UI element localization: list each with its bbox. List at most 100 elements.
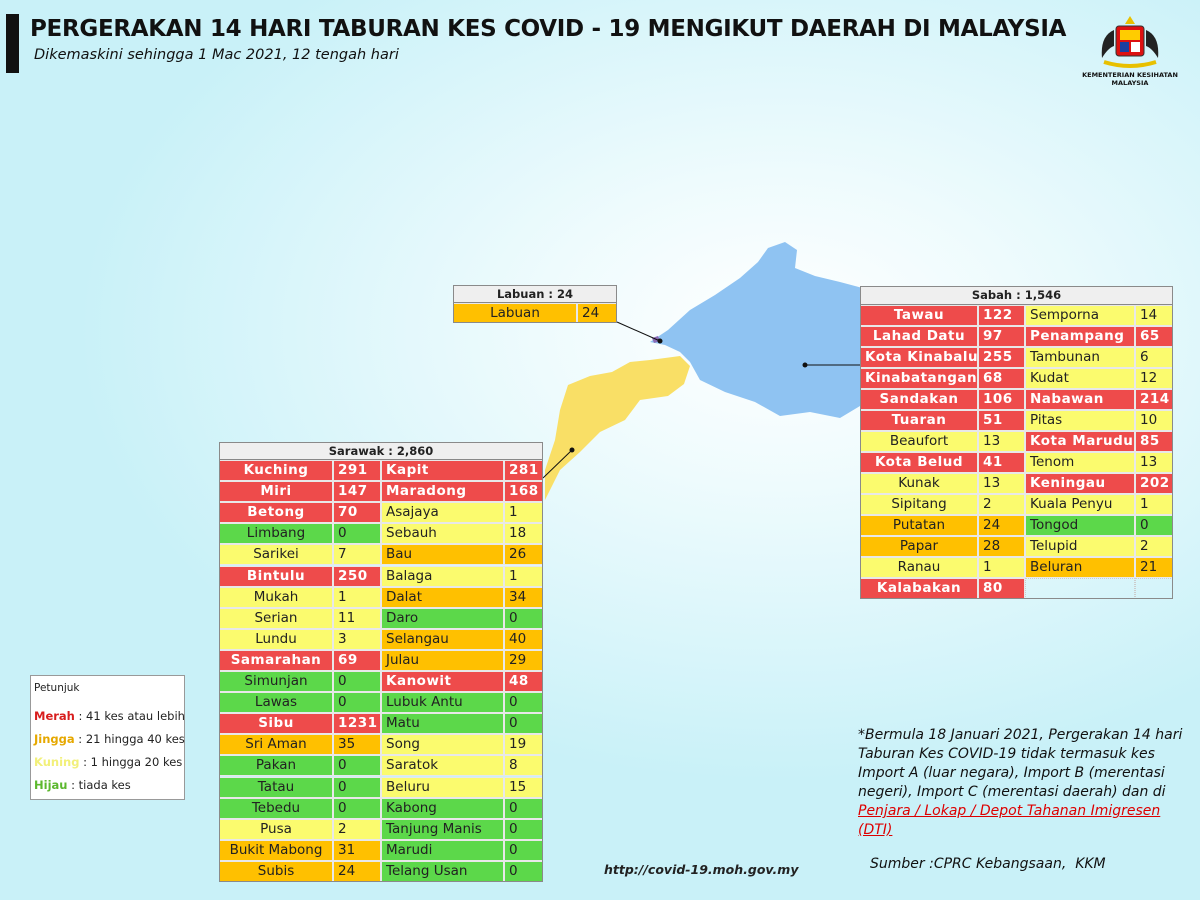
district-name: Song [381, 734, 504, 756]
district-name: Telupid [1025, 536, 1135, 557]
district-name: Bintulu [219, 565, 333, 587]
district-name: Kota Marudu [1025, 431, 1135, 452]
district-name: Papar [860, 536, 978, 557]
district-name: Pitas [1025, 410, 1135, 431]
district-cases: 68 [978, 368, 1025, 389]
district-name: Tambunan [1025, 347, 1135, 368]
source: Sumber :CPRC Kebangsaan, KKM [870, 856, 1106, 872]
district-name: Tuaran [860, 410, 978, 431]
district-cases: 122 [978, 305, 1025, 326]
district-cases: 70 [333, 502, 381, 524]
district-cases: 147 [333, 481, 381, 503]
district-name: Kota Belud [860, 452, 978, 473]
district-cases: 51 [978, 410, 1025, 431]
legend-label: Merah [34, 709, 75, 723]
leader-dot [569, 447, 575, 453]
district-cases: 48 [504, 671, 543, 693]
district-cases: 0 [333, 523, 381, 545]
title: PERGERAKAN 14 HARI TABURAN KES COVID - 1… [30, 16, 1067, 42]
district-name: Lundu [219, 628, 333, 650]
district-cases: 29 [504, 649, 543, 671]
district-cases: 2 [333, 818, 381, 840]
logo-text: KEMENTERIAN KESIHATAN MALAYSIA [1080, 71, 1180, 87]
district-cases: 250 [333, 565, 381, 587]
district-name: Kota Kinabalu [860, 347, 978, 368]
district-name: Maradong [381, 481, 504, 503]
district-cases: 214 [1135, 389, 1173, 410]
table-frame [860, 286, 1173, 599]
district-cases: 1231 [333, 713, 381, 735]
district-name: Selangau [381, 628, 504, 650]
leader-dot [802, 362, 808, 368]
district-cases: 69 [333, 649, 381, 671]
district-name: Pusa [219, 818, 333, 840]
subtitle: Dikemaskini sehingga 1 Mac 2021, 12 teng… [34, 47, 399, 63]
district-cases: 35 [333, 734, 381, 756]
district-name: Lahad Datu [860, 326, 978, 347]
legend: Petunjuk Merah : 41 kes atau lebih Jingga… [30, 675, 185, 800]
district-cases: 1 [978, 557, 1025, 578]
district-name: Sibu [219, 713, 333, 735]
legend-text: : 21 hingga 40 kes [78, 732, 185, 746]
district-name: Sipitang [860, 494, 978, 515]
district-name: Kinabatangan [860, 368, 978, 389]
district-cases: 85 [1135, 431, 1173, 452]
legend-item: Hijau : tiada kes [34, 778, 131, 792]
district-name: Beluran [1025, 557, 1135, 578]
district-name: Betong [219, 502, 333, 524]
table-frame [453, 285, 617, 323]
district-cases: 24 [978, 515, 1025, 536]
sabah-map [650, 242, 880, 418]
table-frame [219, 442, 543, 882]
district-cases: 12 [1135, 368, 1173, 389]
district-cases: 10 [1135, 410, 1173, 431]
district-name: Lubuk Antu [381, 692, 504, 714]
district-name: Tebedu [219, 797, 333, 819]
district-cases: 97 [978, 326, 1025, 347]
legend-label: Jingga [34, 732, 75, 746]
district-cases: 0 [504, 607, 543, 629]
district-name: Beluru [381, 776, 504, 798]
district-cases: 13 [1135, 452, 1173, 473]
district-cases: 80 [978, 578, 1025, 599]
district-name: Tongod [1025, 515, 1135, 536]
district-cases: 2 [978, 494, 1025, 515]
district-cases: 0 [333, 692, 381, 714]
district-name: Lawas [219, 692, 333, 714]
district-name: Dalat [381, 586, 504, 608]
leader-line [616, 321, 661, 342]
district-cases: 202 [1135, 473, 1173, 494]
district-name: Bukit Mabong [219, 839, 333, 861]
district-name: Kabong [381, 797, 504, 819]
district-cases: 11 [333, 607, 381, 629]
table-header: Sarawak : 2,860 [219, 442, 543, 460]
district-name: Kunak [860, 473, 978, 494]
district-cases: 19 [504, 734, 543, 756]
district-cases: 13 [978, 473, 1025, 494]
district-name: Pakan [219, 755, 333, 777]
district-name: Semporna [1025, 305, 1135, 326]
district-cases: 0 [333, 797, 381, 819]
district-cases: 0 [504, 692, 543, 714]
legend-item: Jingga : 21 hingga 40 kes [34, 732, 185, 746]
district-cases: 255 [978, 347, 1025, 368]
footnote: *Bermula 18 Januari 2021, Pergerakan 14 … [858, 726, 1188, 840]
district-cases: 106 [978, 389, 1025, 410]
district-name: Kanowit [381, 671, 504, 693]
district-cases: 41 [978, 452, 1025, 473]
district-cases: 0 [333, 776, 381, 798]
district-name: Miri [219, 481, 333, 503]
district-name: Keningau [1025, 473, 1135, 494]
legend-label: Hijau [34, 778, 68, 792]
footnote-text: *Bermula 18 Januari 2021, Pergerakan 14 … [858, 727, 1183, 800]
logo-crest [1101, 16, 1159, 68]
district-cases: 26 [504, 544, 543, 566]
district-cases: 168 [504, 481, 543, 503]
district-cases: 1 [1135, 494, 1173, 515]
url: http://covid-19.moh.gov.my [604, 862, 799, 877]
district-name: Bau [381, 544, 504, 566]
district-name: Simunjan [219, 671, 333, 693]
district-name: Saratok [381, 755, 504, 777]
